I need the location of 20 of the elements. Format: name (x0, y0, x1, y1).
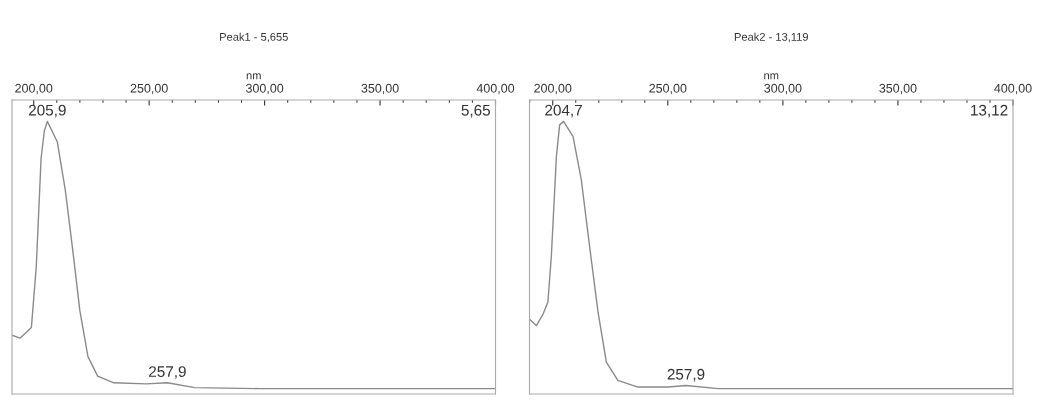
x-axis-title: nm (246, 73, 261, 80)
x-tick-label: 400,00 (994, 83, 1032, 95)
x-tick-label: 200,00 (15, 83, 53, 95)
chart-title: Peak2 - 13,119 (734, 32, 808, 43)
x-tick-label: 350,00 (361, 83, 399, 95)
x-axis-title: nm (764, 73, 779, 80)
text: 5,65 (461, 104, 491, 118)
text: 13,12 (971, 104, 1008, 118)
x-tick-label: 300,00 (764, 83, 802, 95)
annotation: 204,7 (545, 104, 582, 118)
x-tick-label: 250,00 (130, 83, 168, 95)
x-tick-label: 350,00 (879, 83, 917, 95)
x-tick-label: 300,00 (245, 83, 284, 95)
x-tick-label: 400,00 (476, 83, 515, 95)
annotation: 257,9 (149, 366, 186, 379)
chart-title: Peak1 - 5,655 (220, 32, 288, 43)
annotation: 257,9 (667, 368, 705, 382)
annotation: 205,9 (28, 104, 66, 118)
x-tick-label: 250,00 (649, 83, 687, 95)
x-tick-label: 200,00 (534, 83, 572, 95)
